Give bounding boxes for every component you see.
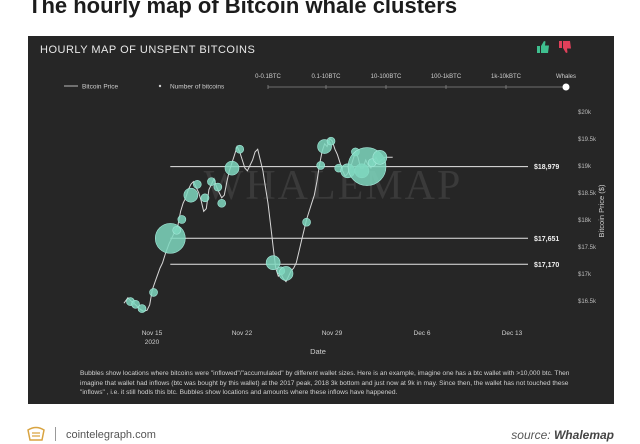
whale-bubble [131, 299, 140, 309]
price-level-label: $18,979 [534, 164, 559, 171]
y-tick-label: $19k [578, 164, 592, 170]
legend-price-label: Bitcoin Price [82, 84, 119, 91]
legend-scale-knob [562, 83, 570, 91]
whale-bubble [224, 160, 240, 176]
footer-divider [55, 427, 56, 441]
x-tick-label: Dec 13 [502, 330, 523, 337]
y-tick-label: $17.5k [578, 245, 597, 251]
whale-bubble [372, 150, 388, 165]
whale-bubble [200, 193, 210, 203]
footer-site-link[interactable]: cointelegraph.com [66, 429, 156, 441]
source-prefix: source: [511, 428, 551, 442]
x-tick-label: Dec 6 [414, 330, 431, 337]
x-tick-label: Nov 29 [322, 330, 343, 337]
cointelegraph-logo-icon [27, 426, 45, 441]
legend-scale-label: 0.1-10BTC [311, 74, 341, 80]
whale-bubble [177, 215, 187, 224]
y-tick-label: $18k [578, 218, 592, 224]
whale-bubble [213, 182, 223, 192]
legend-scale-label: 100-1kBTC [431, 74, 462, 80]
legend-scale-label: 10-100BTC [371, 74, 402, 80]
legend-scale-label: 0-0.1BTC [255, 74, 281, 80]
legend-scale-label: 1k-10kBTC [491, 74, 522, 80]
whale-bubble [265, 255, 281, 270]
x-axis-label: Date [310, 347, 326, 356]
whale-bubble [302, 217, 311, 227]
chart-caption: Bubbles show locations where bitcoins we… [80, 370, 570, 396]
whale-bubble [192, 180, 202, 189]
whale-bubble [326, 136, 336, 146]
thumbs-down-icon[interactable] [558, 40, 572, 54]
y-tick-label: $17k [578, 272, 592, 278]
thumbs-up-icon[interactable] [536, 40, 550, 54]
chart-panel: HOURLY MAP OF UNSPENT BITCOINS WHALEMAP B… [28, 36, 614, 404]
y-axis-label: Bitcoin Price ($) [597, 184, 606, 237]
legend-bubble-dot [158, 84, 162, 88]
chart-title: HOURLY MAP OF UNSPENT BITCOINS [40, 44, 256, 56]
footer-source: source: Whalemap [511, 428, 614, 442]
price-level-label: $17,170 [534, 262, 559, 269]
whale-bubble [172, 225, 182, 235]
whale-bubble [149, 288, 158, 297]
whale-bubble [316, 161, 326, 170]
y-tick-label: $19.5k [578, 137, 597, 143]
x-tick-label: Nov 15 [142, 330, 163, 337]
whale-bubble [217, 198, 227, 208]
y-tick-label: $20k [578, 110, 592, 116]
whale-bubble [154, 223, 186, 254]
legend-scale-label: Whales [556, 74, 576, 80]
y-tick-label: $18.5k [578, 191, 597, 197]
y-tick-label: $16.5k [578, 299, 597, 305]
whale-bubble [183, 187, 199, 203]
chart-plot: WHALEMAP Bitcoin Price Number of bitcoins 0… [64, 74, 606, 356]
source-name: Whalemap [553, 428, 614, 442]
headline: The hourly map of Bitcoin whale clusters [28, 0, 458, 18]
whale-bubble [137, 304, 147, 313]
whale-bubble [207, 177, 216, 186]
whale-bubble [278, 266, 294, 281]
x-tick-label: Nov 22 [232, 330, 253, 337]
legend-bubble-label: Number of bitcoins [170, 84, 225, 91]
price-level-label: $17,651 [534, 236, 559, 243]
x-tick-label: 2020 [145, 339, 160, 346]
whale-bubble [235, 144, 245, 154]
watermark-text: WHALEMAP [204, 163, 463, 209]
